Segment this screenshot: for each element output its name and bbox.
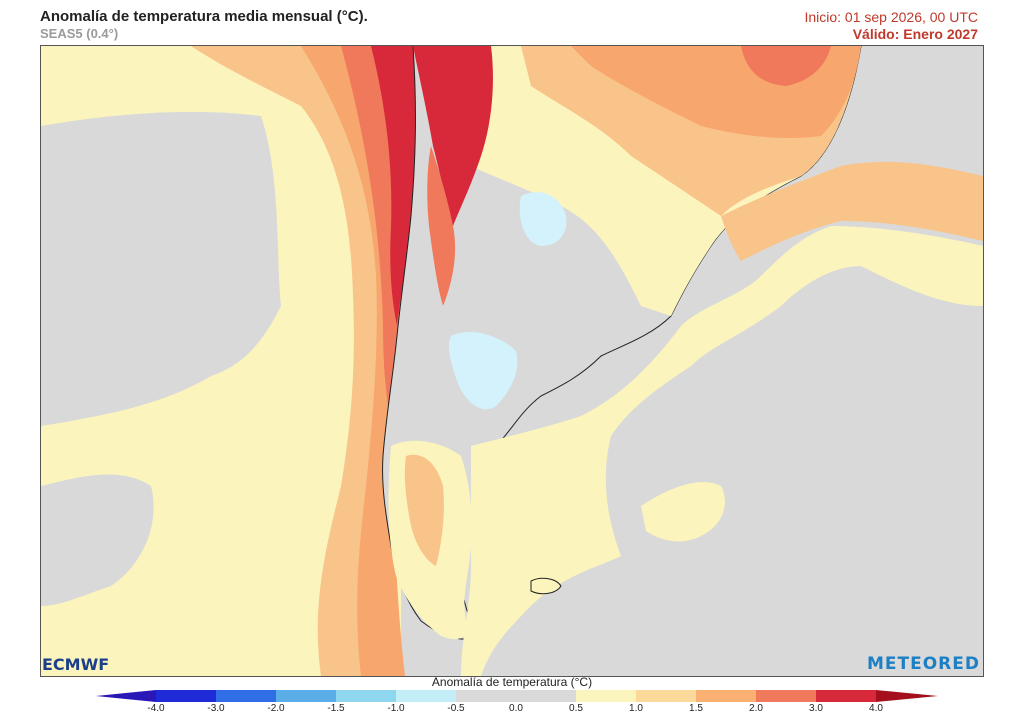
atlantic-orange-band-north (721, 161, 983, 261)
andes-red-spine (413, 46, 493, 226)
coastal-red-band (371, 46, 417, 326)
ecmwf-logo: ECMWF (42, 655, 110, 674)
interior-cool-patch-north (519, 192, 567, 246)
colorbar-tick-label: 0.5 (569, 703, 583, 714)
colorbar-tick-label: -4.0 (147, 703, 165, 714)
land-red-patch-north (741, 46, 831, 86)
colorbar-segment (816, 690, 876, 702)
colorbar-arrow-low (96, 690, 156, 702)
colorbar (96, 690, 938, 702)
colorbar-segment (516, 690, 576, 702)
colorbar-title: Anomalía de temperatura (°C) (431, 675, 593, 689)
map-canvas (41, 46, 983, 676)
model-subtitle: SEAS5 (0.4°) (40, 26, 119, 41)
colorbar-tick-label: 1.0 (629, 703, 643, 714)
andes-orange-flank (427, 146, 456, 306)
colorbar-segment (156, 690, 216, 702)
colorbar-tick-label: 2.0 (749, 703, 763, 714)
atlantic-yellow-patch-east (641, 482, 725, 542)
colorbar-segment (756, 690, 816, 702)
pacific-neutral-patch-north (41, 111, 281, 427)
colorbar-tick-label: -1.0 (387, 703, 405, 714)
colorbar-tick-label: -0.5 (447, 703, 465, 714)
init-date: Inicio: 01 sep 2026, 00 UTC (804, 9, 978, 25)
interior-cool-patch-south (448, 331, 518, 410)
pacific-neutral-patch-south (41, 474, 154, 606)
falkland-islands (530, 577, 562, 595)
colorbar-ticks: -4.0 -3.0 -2.0 -1.5 -1.0 -0.5 0.0 0.5 1.0 1.5 2.0 3… (0, 703, 1024, 717)
pacific-orange-band (191, 46, 401, 676)
colorbar-tick-label: 4.0 (869, 703, 883, 714)
colorbar-segment (456, 690, 516, 702)
anomaly-map (40, 45, 984, 677)
atlantic-yellow-band (461, 226, 983, 676)
colorbar-segment (216, 690, 276, 702)
colorbar-segment (276, 690, 336, 702)
colorbar-tick-label: -2.0 (267, 703, 285, 714)
patagonia-orange (404, 454, 444, 566)
colorbar-tick-label: -1.5 (327, 703, 345, 714)
colorbar-tick-label: 0.0 (509, 703, 523, 714)
colorbar-segment (636, 690, 696, 702)
colorbar-arrow-high (876, 690, 938, 702)
map-title: Anomalía de temperatura media mensual (°… (40, 8, 368, 25)
meteored-logo: METEORED (866, 654, 980, 674)
colorbar-segment (696, 690, 756, 702)
colorbar-segment (576, 690, 636, 702)
colorbar-segment (396, 690, 456, 702)
valid-period: Válido: Enero 2027 (852, 26, 978, 42)
colorbar-tick-label: 3.0 (809, 703, 823, 714)
colorbar-tick-label: 1.5 (689, 703, 703, 714)
colorbar-tick-label: -3.0 (207, 703, 225, 714)
colorbar-segment (336, 690, 396, 702)
